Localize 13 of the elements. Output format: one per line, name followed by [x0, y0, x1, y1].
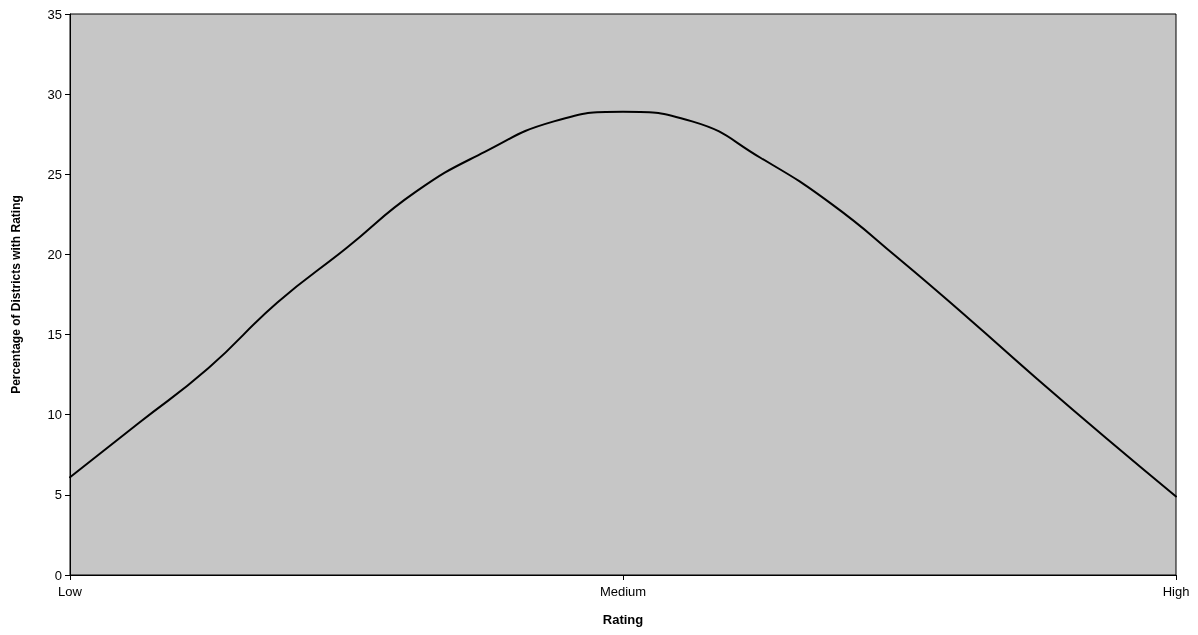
- x-axis-title: Rating: [602, 612, 644, 627]
- x-tick-label: High: [1162, 584, 1190, 599]
- y-tick-label: 30: [47, 86, 62, 102]
- y-tick-label: 5: [54, 487, 62, 503]
- y-tick-label: 10: [47, 407, 62, 423]
- y-tick-label: 15: [47, 327, 62, 343]
- y-tick-label: 20: [47, 246, 62, 262]
- y-tick-label: 0: [54, 567, 62, 583]
- y-tick-label: 25: [47, 166, 62, 182]
- x-tick-label: Medium: [599, 584, 647, 599]
- y-tick-label: 35: [47, 6, 62, 22]
- x-tick-label: Low: [58, 584, 83, 599]
- y-axis-title: Percentage of Districts with Rating: [9, 195, 23, 394]
